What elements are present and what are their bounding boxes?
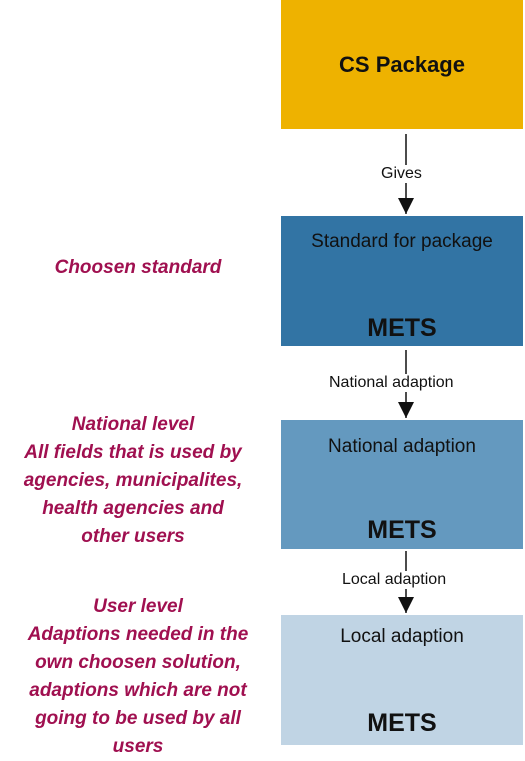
chosen-standard-note: Choosen standard [0,254,276,282]
arrowhead-gives [398,198,414,214]
note-line: Choosen standard [54,257,222,278]
note-line: other users [81,526,185,547]
local-box: Local adaption METS [281,615,523,745]
standard-subtitle: Standard for package [311,231,493,252]
standard-mets-label: METS [367,314,437,342]
cs-package-title: CS Package [339,51,465,77]
national-adaption-connector-label: National adaption [327,374,456,392]
local-subtitle: Local adaption [340,626,464,647]
note-line: going to be used by all [35,708,241,729]
user-level-note: User level Adaptions needed in the own c… [0,593,276,761]
note-line: agencies, municipalites, [23,470,243,491]
note-line: health agencies and [42,498,224,519]
national-mets-label: METS [367,516,437,544]
note-line: own choosen solution, [35,652,241,673]
cs-package-box: CS Package [281,0,523,129]
note-line: adaptions which are not [29,680,247,701]
note-line: users [112,736,164,757]
arrowhead-local-adaption [398,597,414,613]
note-line: User level [93,596,183,617]
standard-box: Standard for package METS [281,216,523,346]
gives-label: Gives [379,165,424,183]
local-adaption-connector-label: Local adaption [340,571,449,589]
national-subtitle: National adaption [328,436,476,457]
national-box: National adaption METS [281,420,523,549]
local-mets-label: METS [367,709,437,737]
note-line: All fields that is used by [24,442,242,463]
note-line: National level [71,414,195,435]
note-line: Adaptions needed in the [27,624,249,645]
national-level-note: National level All fields that is used b… [0,411,266,551]
arrowhead-national-adaption [398,402,414,418]
